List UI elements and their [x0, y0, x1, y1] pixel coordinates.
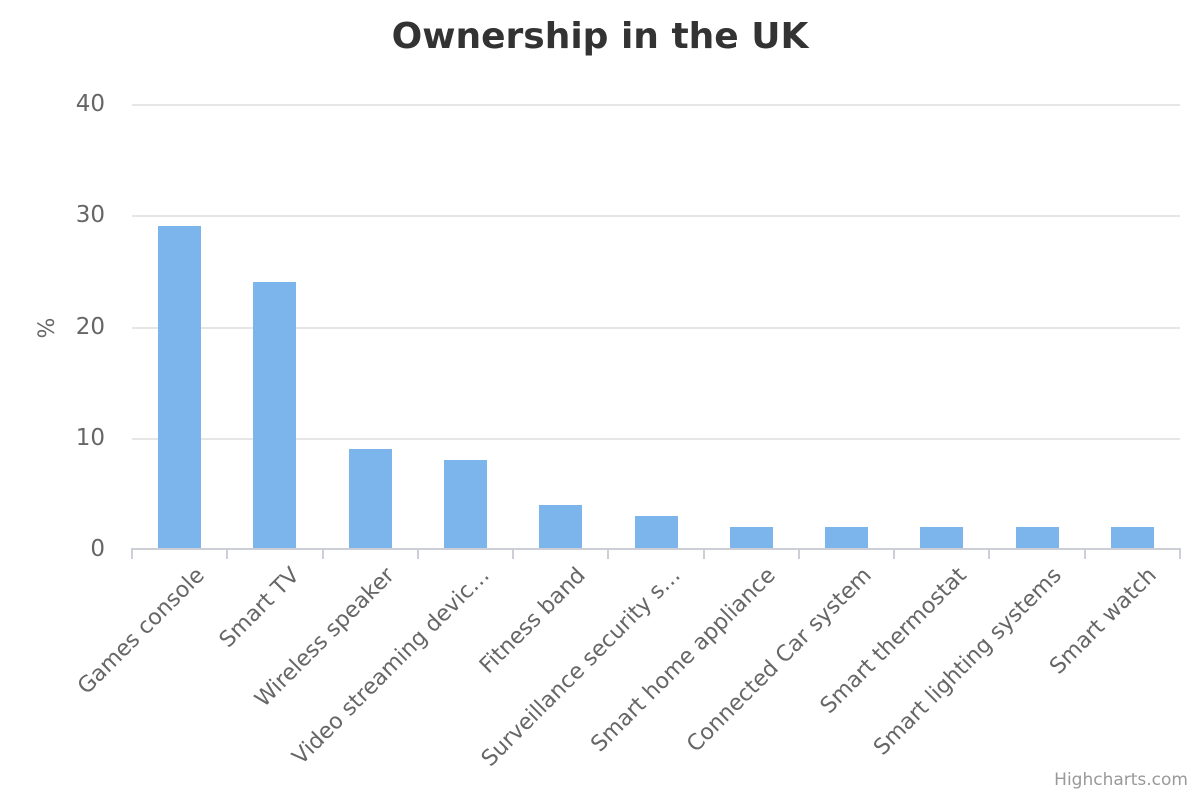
bar-games-console[interactable] — [158, 226, 202, 548]
gridline-y-10 — [132, 437, 1180, 440]
bar-smart-tv[interactable] — [253, 282, 297, 548]
x-axis-tick — [416, 549, 419, 559]
gridline-y-20 — [132, 326, 1180, 329]
x-axis-tick — [1179, 549, 1181, 559]
x-axis-tick — [893, 549, 896, 559]
y-tick-label-0: 0 — [90, 536, 105, 562]
x-axis-tick — [988, 549, 991, 559]
x-axis-tick — [1083, 549, 1086, 559]
bar-smart-thermostat[interactable] — [920, 526, 964, 548]
x-axis-tick — [226, 549, 229, 559]
bar-smart-watch[interactable] — [1110, 526, 1154, 548]
x-axis-tick — [131, 549, 133, 559]
x-axis-tick — [607, 549, 610, 559]
bar-video-streaming-devic[interactable] — [443, 460, 487, 548]
x-axis-tick — [512, 549, 515, 559]
gridline-y-40 — [132, 104, 1180, 106]
bar-smart-lighting-systems[interactable] — [1015, 526, 1059, 548]
gridline-y-30 — [132, 215, 1180, 218]
x-axis-line — [131, 548, 1181, 550]
y-tick-label-10: 10 — [75, 424, 105, 451]
highcharts-credit-link[interactable]: Highcharts.com — [1054, 770, 1188, 790]
bar-connected-car-system[interactable] — [825, 526, 869, 548]
chart-title: Ownership in the UK — [391, 16, 809, 57]
x-axis-tick — [321, 549, 324, 559]
y-tick-label-20: 20 — [75, 313, 105, 340]
bar-surveillance-security-s[interactable] — [634, 515, 678, 548]
bar-smart-home-appliance[interactable] — [729, 526, 773, 548]
bar-fitness-band[interactable] — [539, 504, 583, 548]
bar-wireless-speaker[interactable] — [348, 448, 392, 548]
y-tick-label-40: 40 — [75, 91, 105, 117]
x-axis-tick — [797, 549, 800, 559]
x-axis-tick — [702, 549, 705, 559]
y-tick-label-30: 30 — [75, 202, 105, 229]
